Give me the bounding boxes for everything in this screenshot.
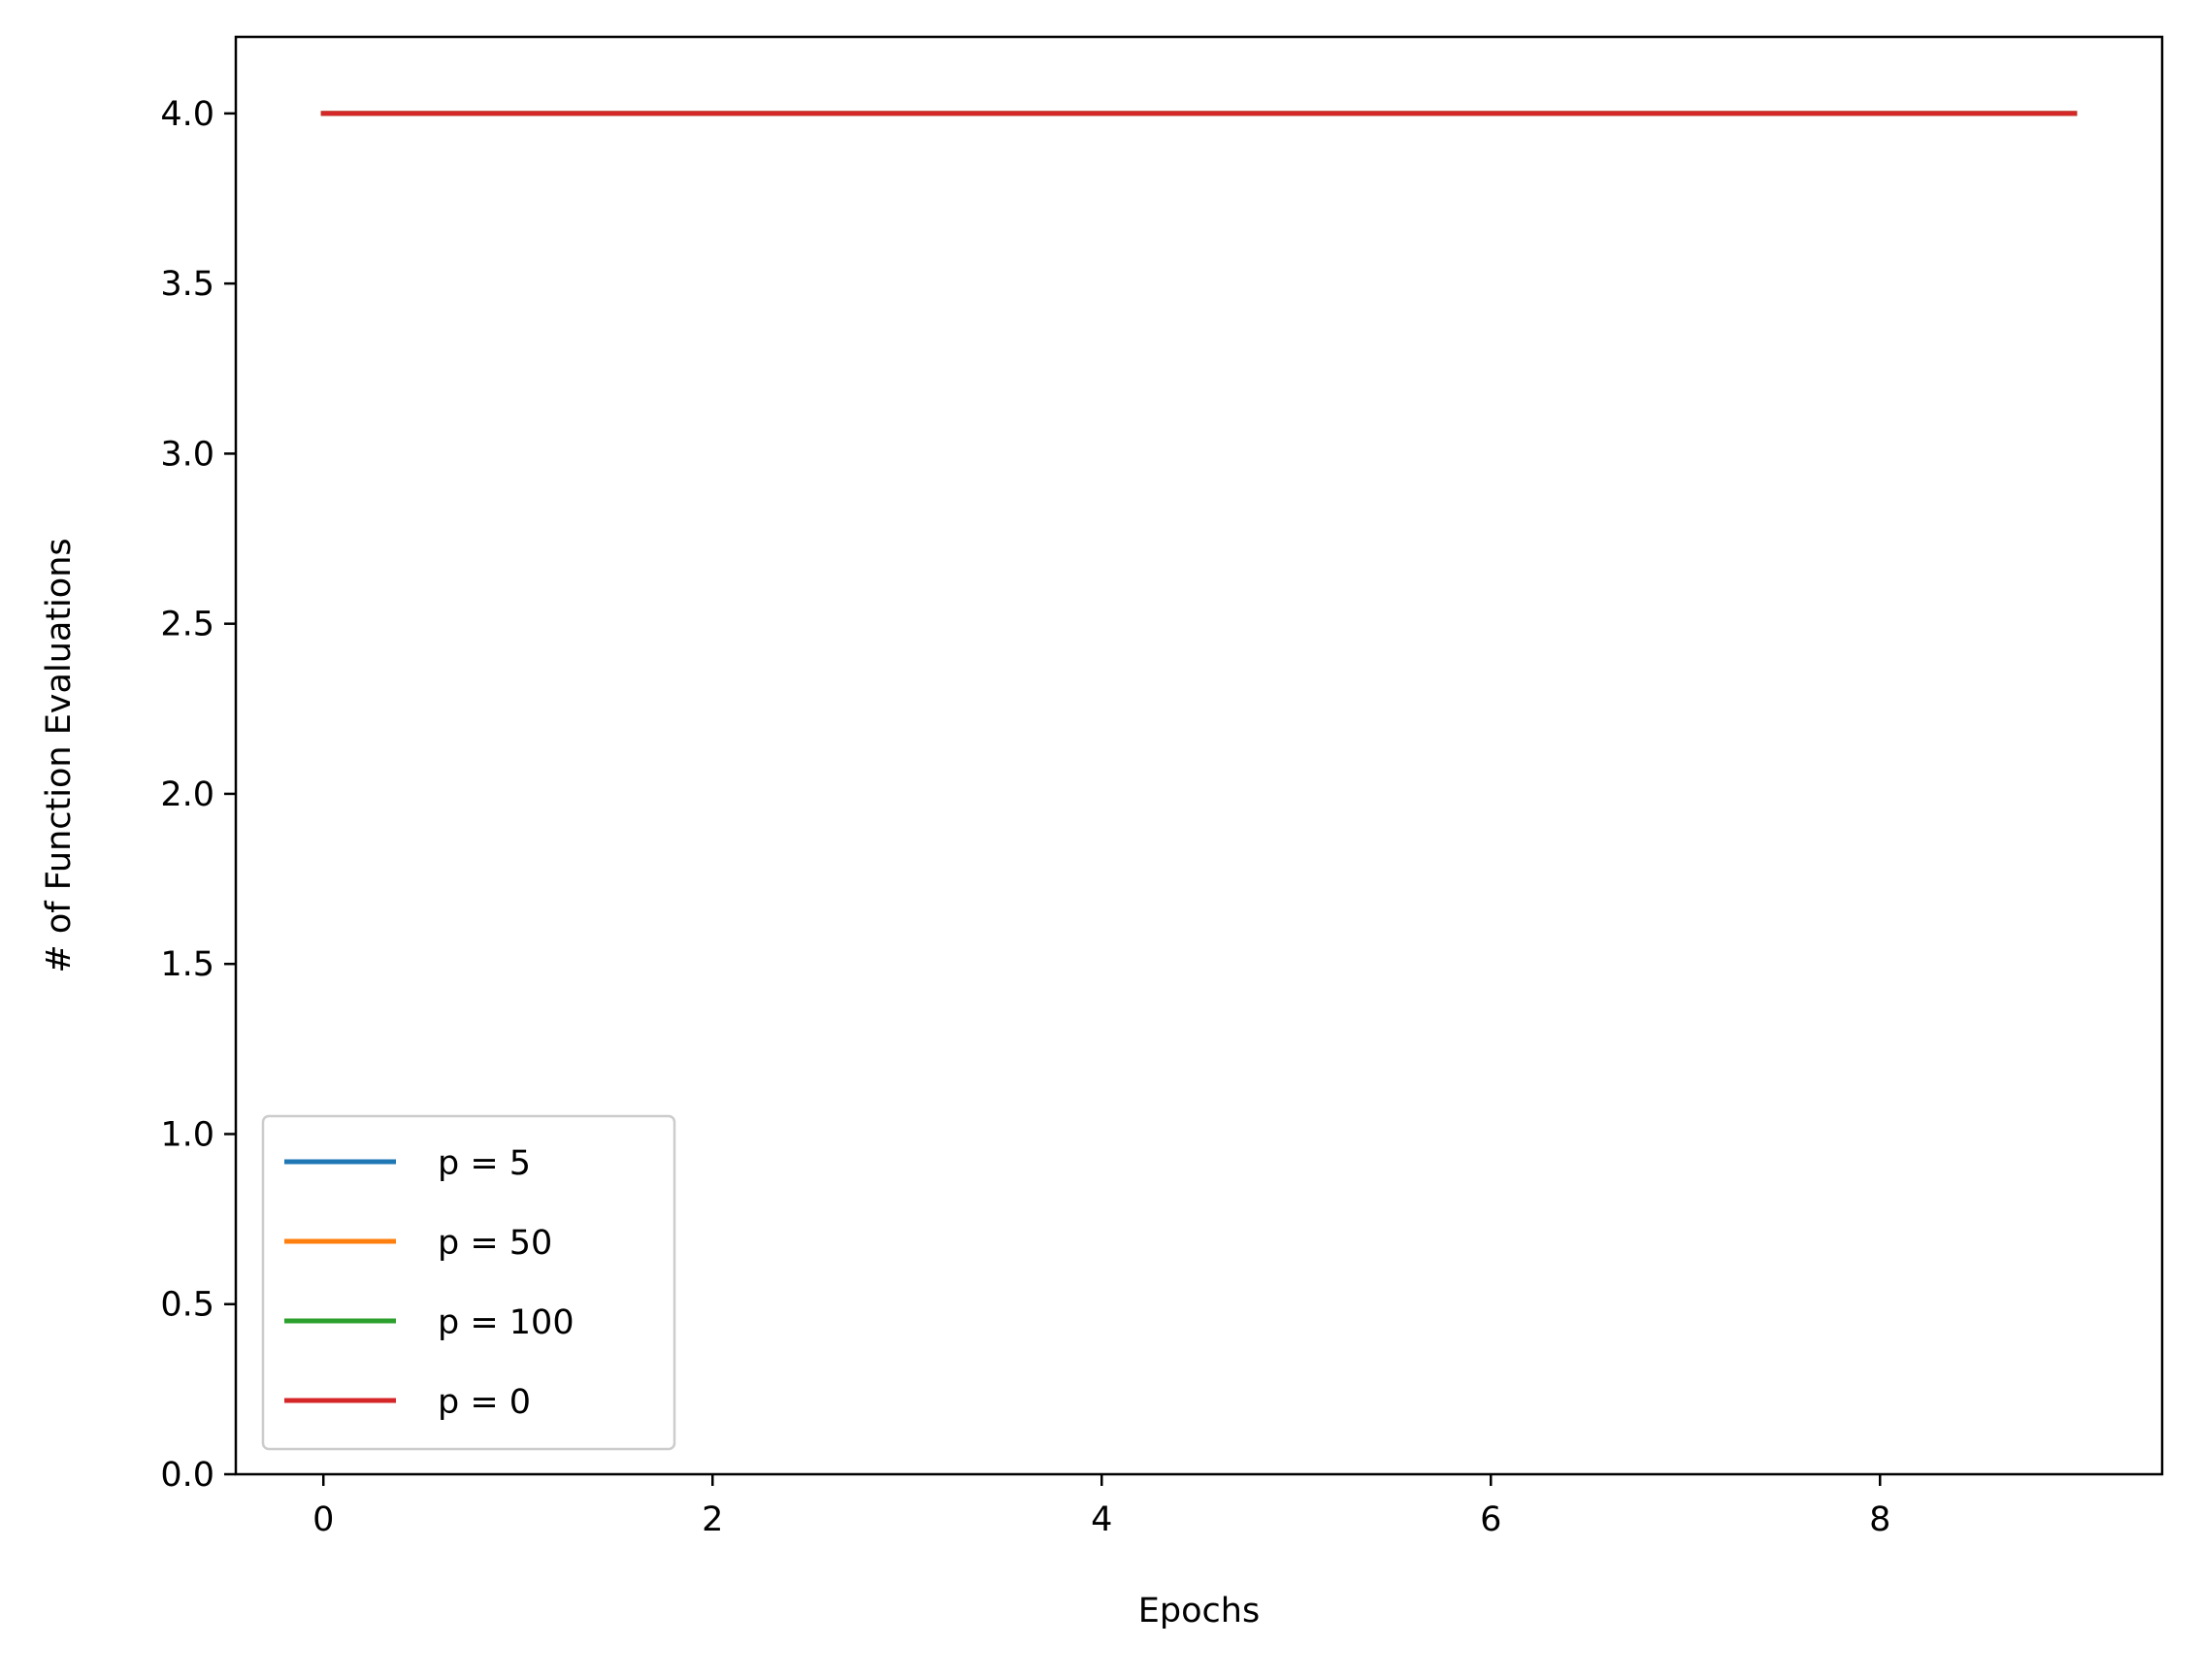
legend-box bbox=[261, 1114, 676, 1451]
x-axis: 0 2 4 6 8 bbox=[312, 1474, 1890, 1539]
x-tick-label: 2 bbox=[702, 1500, 723, 1539]
legend: p = 5 p = 50 p = 100 p = 0 bbox=[261, 1114, 676, 1451]
legend-label-4: p = 0 bbox=[438, 1383, 531, 1422]
plot-area-frame bbox=[234, 35, 2164, 1476]
x-tick-label: 8 bbox=[1869, 1500, 1890, 1539]
y-tick-label: 3.5 bbox=[160, 265, 214, 304]
y-tick-label: 2.0 bbox=[160, 775, 214, 814]
y-tick-label: 3.0 bbox=[160, 435, 214, 474]
legend-label-1: p = 5 bbox=[438, 1144, 531, 1183]
x-tick-label: 4 bbox=[1091, 1500, 1112, 1539]
y-tick-label: 1.5 bbox=[160, 945, 214, 984]
x-tick-label: 6 bbox=[1480, 1500, 1501, 1539]
x-tick-label: 0 bbox=[312, 1500, 334, 1539]
legend-label-3: p = 100 bbox=[438, 1303, 575, 1342]
y-tick-label: 1.0 bbox=[160, 1115, 214, 1154]
y-tick-label: 0.0 bbox=[160, 1456, 214, 1495]
y-tick-label: 4.0 bbox=[160, 95, 214, 134]
y-axis-label: # of Function Evaluations bbox=[40, 538, 79, 972]
y-axis: 0.0 0.5 1.0 1.5 2.0 2.5 3.0 3.5 4.0 bbox=[160, 95, 236, 1495]
y-tick-label: 0.5 bbox=[160, 1286, 214, 1325]
y-tick-label: 2.5 bbox=[160, 606, 214, 644]
legend-label-2: p = 50 bbox=[438, 1224, 552, 1263]
x-axis-label: Epochs bbox=[1138, 1592, 1260, 1631]
